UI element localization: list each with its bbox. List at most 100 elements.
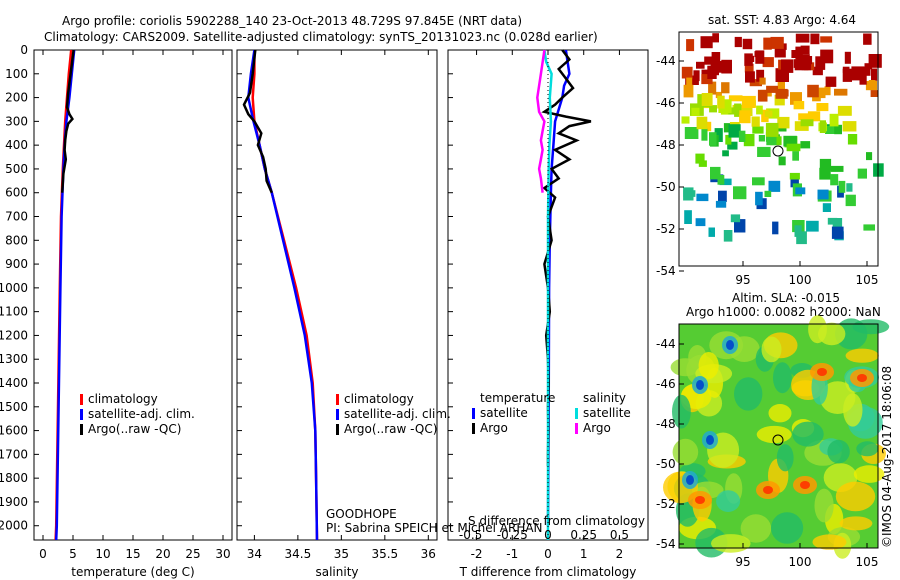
- sst-cell: [765, 122, 779, 137]
- legend-header-salinity: salinity: [583, 391, 626, 405]
- legend-label: climatology: [344, 392, 414, 406]
- legend-header-temperature: temperature: [480, 391, 555, 405]
- sst-cell: [756, 69, 765, 82]
- sst-cell: [734, 219, 746, 233]
- sst-cell: [868, 80, 876, 88]
- sst-cell: [703, 121, 712, 132]
- sst-cell: [820, 36, 833, 43]
- sla-blob: [839, 516, 873, 531]
- depth-tick-label: 1300: [0, 352, 28, 366]
- sst-cell: [845, 194, 856, 207]
- sst-cell: [766, 85, 778, 93]
- salinity-plot-frame: [236, 49, 438, 541]
- sst-map-argo-marker: [772, 145, 784, 157]
- imos-stamp: ©IMOS 04-Aug-2017 18:06:08: [880, 366, 894, 548]
- sst-cell: [728, 95, 743, 102]
- sst-cell: [701, 128, 708, 141]
- sst-cell: [844, 51, 851, 64]
- map-y-tick-label: -46: [656, 96, 676, 110]
- sla-map-field: [663, 315, 890, 559]
- sst-cell: [762, 57, 774, 68]
- sst-cell: [768, 180, 781, 192]
- x-tick-label: 30: [215, 547, 230, 561]
- legend-swatch: [336, 424, 339, 435]
- sst-cell: [842, 121, 857, 132]
- sst-cell: [681, 116, 690, 124]
- sla-map-frame: [678, 323, 879, 549]
- legend-label: satellite-adj. clim.: [344, 407, 451, 421]
- sst-cell: [686, 77, 693, 89]
- sst-cell: [763, 37, 772, 50]
- sst-cell: [857, 168, 867, 179]
- sst-cell: [723, 123, 731, 133]
- sst-cell: [752, 177, 765, 186]
- sst-cell: [710, 166, 721, 180]
- legend-swatch: [336, 409, 339, 420]
- sla-blob: [768, 404, 792, 423]
- sst-cell: [819, 158, 832, 171]
- sla-blob: [672, 394, 691, 429]
- sst-cell: [759, 77, 766, 85]
- sst-cell: [825, 76, 837, 87]
- sst-cell: [807, 111, 821, 122]
- sla-blob: [771, 512, 804, 544]
- map-y-tick-label: -54: [656, 264, 676, 278]
- sst-cell: [860, 66, 871, 76]
- sst-cell: [684, 210, 692, 224]
- sst-cell: [830, 165, 844, 172]
- legend-swatch: [472, 408, 475, 419]
- legend-swatch: [472, 423, 475, 434]
- depth-tick-label: 900: [5, 257, 28, 271]
- top-tick-label: 0.25: [570, 528, 597, 542]
- sst-cell: [772, 221, 779, 235]
- sst-cell: [829, 113, 839, 127]
- sla-blob-peak: [857, 374, 867, 382]
- x-tick-label: 20: [155, 547, 170, 561]
- sst-cell: [718, 190, 727, 202]
- sst-cell: [739, 110, 751, 124]
- x-tick-label: 36: [421, 547, 436, 561]
- x-axis-label: temperature (deg C): [71, 565, 194, 579]
- sst-cell: [817, 189, 829, 200]
- sla-blob-trough: [696, 380, 704, 390]
- sst-cell: [786, 143, 801, 152]
- map-y-tick-label: -48: [656, 417, 676, 431]
- sla-blob-trough: [726, 340, 734, 350]
- depth-tick-label: 1400: [0, 376, 28, 390]
- sla-blob: [835, 481, 876, 512]
- x-tick-label: 2: [616, 547, 624, 561]
- sst-cell: [819, 120, 826, 133]
- depth-tick-label: 2000: [0, 519, 28, 533]
- legend-label: climatology: [88, 392, 158, 406]
- legend-swatch: [80, 409, 83, 420]
- x-tick-label: 0: [544, 547, 552, 561]
- sst-cell: [721, 82, 730, 94]
- sst-map-cells: [681, 33, 884, 245]
- sst-cell: [758, 135, 765, 142]
- sla-map-ticks: -44 -46 -48 -50 -52 -54 95 100 105: [656, 337, 878, 569]
- sst-cell: [847, 134, 858, 145]
- x-tick-label: 15: [125, 547, 140, 561]
- depth-tick-label: 1800: [0, 471, 28, 485]
- depth-tick-label: 500: [5, 162, 28, 176]
- sst-cell: [837, 105, 852, 116]
- sst-cell: [827, 217, 838, 225]
- sst-cell: [684, 127, 699, 139]
- x-tick-label: 35.5: [371, 547, 398, 561]
- salinity-plot: 34 34.5 35 35.5 36 salinity climatologysatelli…: [242, 49, 451, 579]
- sst-cell: [796, 231, 807, 245]
- sla-blob-peak: [817, 368, 827, 376]
- sst-cell: [863, 33, 872, 45]
- depth-tick-label: 200: [5, 91, 28, 105]
- sst-cell: [743, 134, 755, 147]
- sst-cell: [825, 126, 838, 134]
- sst-cell: [695, 218, 706, 227]
- sst-map: sat. SST: 4.83 Argo: 4.64 -44 -46 -48 -50 -5…: [656, 13, 884, 287]
- depth-tick-label: 700: [5, 210, 28, 224]
- temperature-plot-frame: [33, 49, 233, 541]
- legend-swatch: [575, 423, 578, 434]
- top-tick-label: 0: [544, 528, 552, 542]
- sst-cell: [756, 105, 763, 115]
- legend-label: satellite: [583, 406, 631, 420]
- series-line-argo-raw-qc-: [60, 49, 75, 193]
